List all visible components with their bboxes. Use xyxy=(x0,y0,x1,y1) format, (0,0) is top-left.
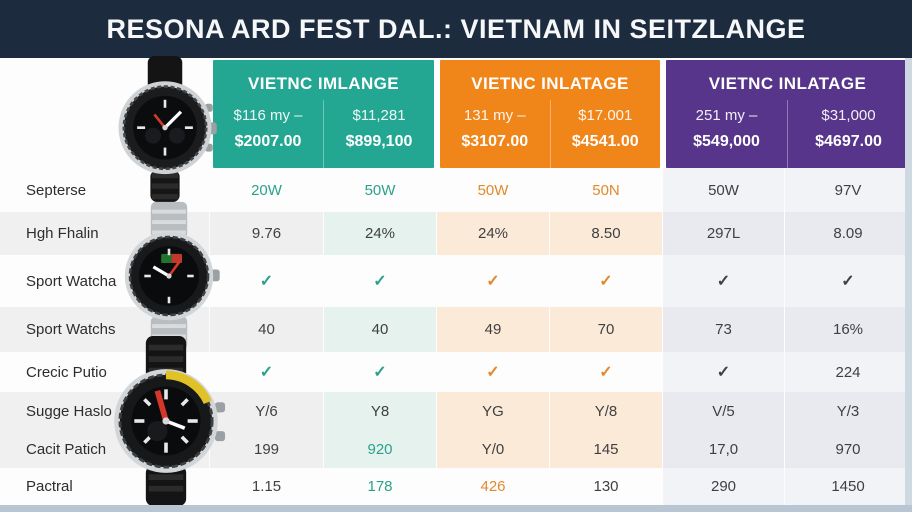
table-cell: V/5 xyxy=(663,392,785,430)
table-cell: 73 xyxy=(663,307,785,352)
subcolumn-header: $116 my – $2007.00 xyxy=(213,100,323,168)
table-cell: 40 xyxy=(210,307,324,352)
price-range-line2: $4697.00 xyxy=(815,133,882,150)
checkmark-icon: ✓ xyxy=(550,255,663,307)
subcolumn-header: $11,281 $899,100 xyxy=(323,100,434,168)
column-header-band: VIETNC IMLANGE $116 my – $2007.00 $11,28… xyxy=(0,58,912,168)
table-cell: 70 xyxy=(550,307,663,352)
checkmark-icon: ✓ xyxy=(210,255,324,307)
table-cell: 50W xyxy=(663,168,785,212)
column-group-teal: VIETNC IMLANGE $116 my – $2007.00 $11,28… xyxy=(213,60,434,168)
table-cell: 920 xyxy=(324,430,437,468)
table-cell: YG xyxy=(437,392,550,430)
row-label: Sugge Haslo xyxy=(0,392,210,430)
checkmark-icon: ✓ xyxy=(437,255,550,307)
column-group-purple: VIETNC INLATAGE 251 my – $549,000 $31,00… xyxy=(666,60,909,168)
checkmark-icon: ✓ xyxy=(437,352,550,392)
row-label: Sport Watcha xyxy=(0,255,210,307)
group-title: VIETNC IMLANGE xyxy=(247,74,400,93)
price-range-line2: $549,000 xyxy=(693,133,760,150)
table-row: Hgh Fhalin 9.76 24% 24% 8.50 297L 8.09 xyxy=(0,212,912,255)
table-cell: 20W xyxy=(210,168,324,212)
checkmark-icon: ✓ xyxy=(663,352,785,392)
table-cell: 24% xyxy=(437,212,550,255)
price-range-line1: 131 my – xyxy=(463,107,526,124)
table-cell: 145 xyxy=(550,430,663,468)
checkmark-icon: ✓ xyxy=(785,255,912,307)
table-cell: 49 xyxy=(437,307,550,352)
table-cell: 130 xyxy=(550,468,663,505)
table-cell: Y/8 xyxy=(550,392,663,430)
price-range-line1: $31,000 xyxy=(821,107,876,124)
table-cell: 297L xyxy=(663,212,785,255)
price-range-line1: 251 my – xyxy=(695,107,758,124)
group-title: VIETNC INLATAGE xyxy=(708,74,867,93)
price-range-line2: $899,100 xyxy=(345,133,413,150)
price-range-line1: $116 my – xyxy=(233,107,303,124)
row-label: Cacit Patich xyxy=(0,430,210,468)
comparison-table: Septerse 20W 50W 50W 50N 50W 97V Hgh Fha… xyxy=(0,168,912,505)
table-cell: 40 xyxy=(324,307,437,352)
subcolumn-header: 251 my – $549,000 xyxy=(666,100,787,168)
bottom-border-strip xyxy=(0,505,912,512)
price-range-line1: $11,281 xyxy=(352,107,406,124)
table-cell: 1450 xyxy=(785,468,912,505)
table-cell: 224 xyxy=(785,352,912,392)
row-label: Crecic Putio xyxy=(0,352,210,392)
table-cell: Y/3 xyxy=(785,392,912,430)
price-range-line2: $3107.00 xyxy=(461,133,529,150)
table-row: Sugge Haslo Y/6 Y8 YG Y/8 V/5 Y/3 xyxy=(0,392,912,430)
row-label: Septerse xyxy=(0,168,210,212)
column-group-orange: VIETNC INLATAGE 131 my – $3107.00 $17.00… xyxy=(440,60,660,168)
table-cell: 426 xyxy=(437,468,550,505)
table-cell: 178 xyxy=(324,468,437,505)
group-title: VIETNC INLATAGE xyxy=(471,74,629,93)
table-cell: Y/0 xyxy=(437,430,550,468)
table-row: Crecic Putio ✓ ✓ ✓ ✓ ✓ 224 xyxy=(0,352,912,392)
group-subcolumns: $116 my – $2007.00 $11,281 $899,100 xyxy=(213,100,434,168)
table-row: Cacit Patich 199 920 Y/0 145 17,0 970 xyxy=(0,430,912,468)
price-range-line2: $2007.00 xyxy=(234,133,302,150)
checkmark-icon: ✓ xyxy=(324,255,437,307)
row-label: Pactral xyxy=(0,468,210,505)
group-subcolumns: 251 my – $549,000 $31,000 $4697.00 xyxy=(666,100,909,168)
table-row: Sport Watcha ✓ ✓ ✓ ✓ ✓ ✓ xyxy=(0,255,912,307)
header-spacer xyxy=(0,58,210,168)
table-cell: 97V xyxy=(785,168,912,212)
table-cell: 16% xyxy=(785,307,912,352)
checkmark-icon: ✓ xyxy=(210,352,324,392)
title-bar: RESONA ARD FEST DAL.: VIETNAM IN SEITZLA… xyxy=(0,0,912,58)
table-cell: 50N xyxy=(550,168,663,212)
table-cell: 9.76 xyxy=(210,212,324,255)
subcolumn-header: $17.001 $4541.00 xyxy=(549,100,661,168)
table-row: Sport Watchs 40 40 49 70 73 16% xyxy=(0,307,912,352)
subcolumn-header: 131 my – $3107.00 xyxy=(440,100,550,168)
table-cell: 8.50 xyxy=(550,212,663,255)
table-cell: 50W xyxy=(324,168,437,212)
table-cell: 970 xyxy=(785,430,912,468)
row-label: Sport Watchs xyxy=(0,307,210,352)
table-cell: 199 xyxy=(210,430,324,468)
table-cell: 17,0 xyxy=(663,430,785,468)
price-range-line2: $4541.00 xyxy=(571,133,639,150)
table-cell: Y/6 xyxy=(210,392,324,430)
subcolumn-header: $31,000 $4697.00 xyxy=(787,100,909,168)
checkmark-icon: ✓ xyxy=(550,352,663,392)
table-cell: 1.15 xyxy=(210,468,324,505)
checkmark-icon: ✓ xyxy=(324,352,437,392)
page-title: RESONA ARD FEST DAL.: VIETNAM IN SEITZLA… xyxy=(106,13,806,44)
table-cell: Y8 xyxy=(324,392,437,430)
price-range-line1: $17.001 xyxy=(578,107,633,124)
table-cell: 24% xyxy=(324,212,437,255)
row-label: Hgh Fhalin xyxy=(0,212,210,255)
group-subcolumns: 131 my – $3107.00 $17.001 $4541.00 xyxy=(440,100,660,168)
table-cell: 290 xyxy=(663,468,785,505)
table-row: Septerse 20W 50W 50W 50N 50W 97V xyxy=(0,168,912,212)
table-cell: 8.09 xyxy=(785,212,912,255)
checkmark-icon: ✓ xyxy=(663,255,785,307)
table-cell: 50W xyxy=(437,168,550,212)
right-border-strip xyxy=(905,58,912,505)
table-row: Pactral 1.15 178 426 130 290 1450 xyxy=(0,468,912,505)
